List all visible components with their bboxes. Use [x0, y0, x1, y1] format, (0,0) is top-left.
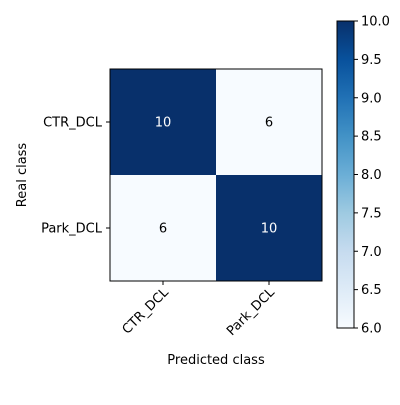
cell-value-label: 6: [265, 116, 273, 131]
matrix-cell: [110, 175, 216, 281]
matrix-cell: [216, 175, 322, 281]
colorbar-tick-label: 10.0: [361, 15, 390, 30]
y-axis-label: Real class: [15, 143, 30, 208]
colorbar-tick-label: 9.0: [361, 91, 382, 106]
cell-value-label: 10: [261, 222, 278, 237]
colorbar-tick-label: 9.5: [361, 53, 382, 68]
matrix-cell: [110, 69, 216, 175]
x-tick-label: Park_DCL: [224, 285, 278, 339]
matrix-cell: [216, 69, 322, 175]
plot-frame: [109, 68, 323, 282]
colorbar-tick-label: 7.5: [361, 206, 382, 221]
colorbar-tick-label: 6.5: [361, 283, 382, 298]
colorbar-tick-label: 6.0: [361, 322, 382, 337]
colorbar: [336, 20, 355, 329]
colorbar-tick-label: 8.5: [361, 130, 382, 145]
colorbar-ticks: 6.0 6.5 7.0 7.5 8.0 8.5 9.0 9.5 10.0: [354, 15, 390, 337]
cell-value-label: 6: [159, 222, 167, 237]
x-axis-ticks: CTR_DCL Park_DCL: [120, 281, 278, 339]
y-axis-ticks: CTR_DCL Park_DCL: [41, 116, 110, 237]
x-axis-label: Predicted class: [167, 353, 265, 368]
y-tick-label: Park_DCL: [41, 222, 103, 237]
matrix-cells: 10 6 6 10: [110, 69, 322, 281]
y-tick-label: CTR_DCL: [43, 116, 103, 131]
colorbar-tick-label: 8.0: [361, 168, 382, 183]
colorbar-tick-label: 7.0: [361, 245, 382, 260]
x-tick-label: CTR_DCL: [120, 285, 173, 338]
cell-value-label: 10: [155, 116, 172, 131]
